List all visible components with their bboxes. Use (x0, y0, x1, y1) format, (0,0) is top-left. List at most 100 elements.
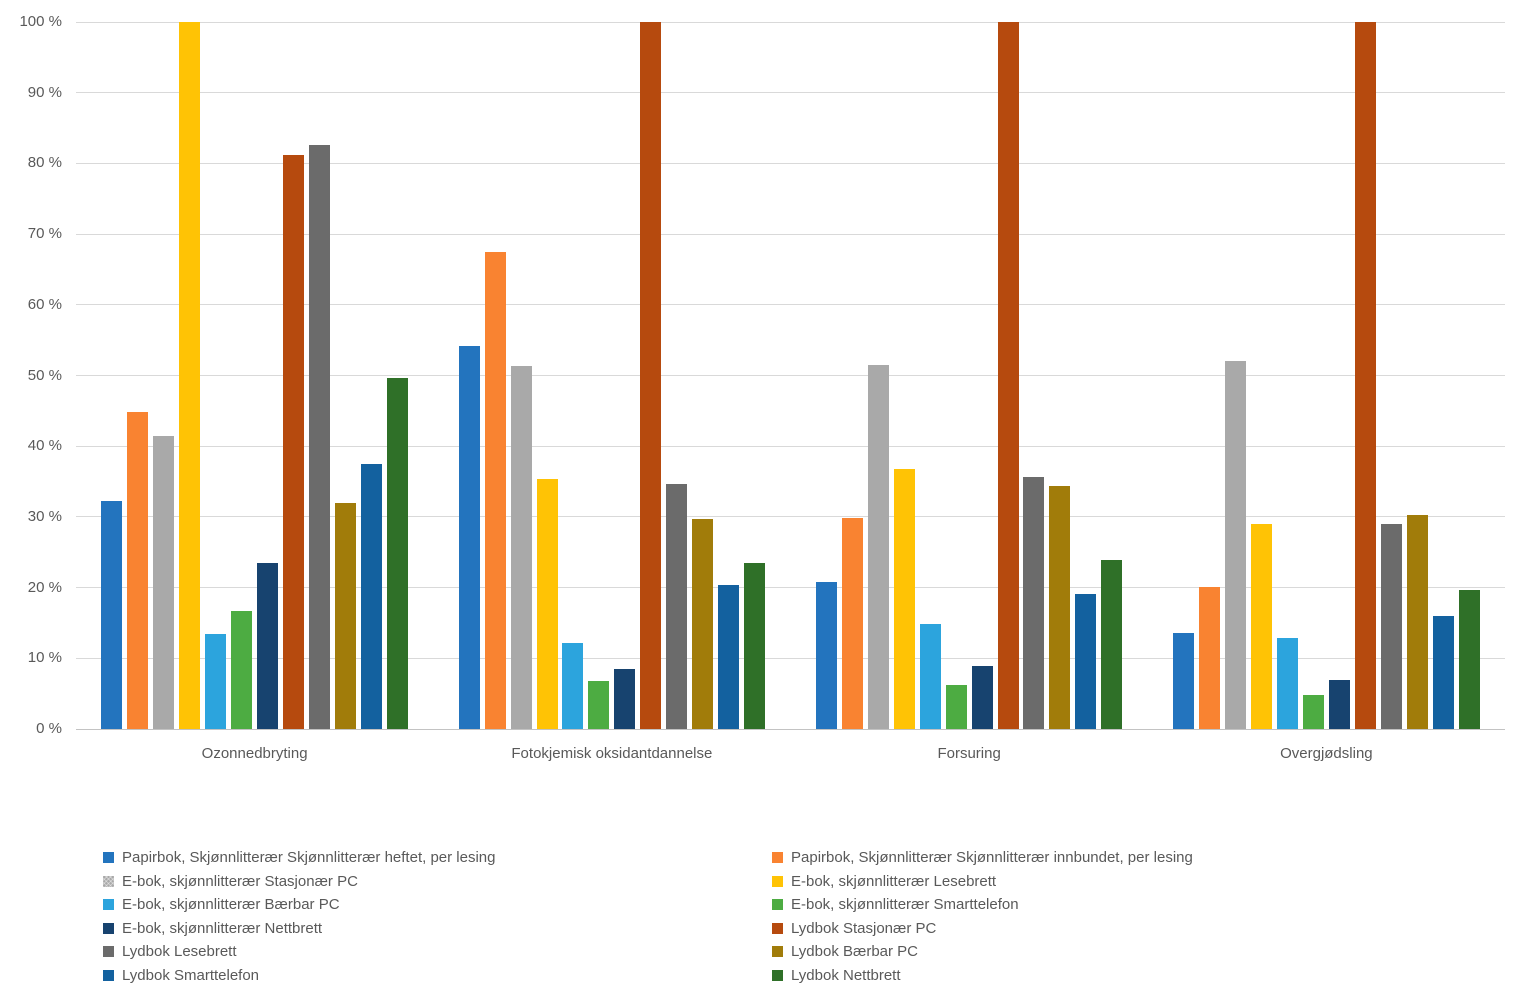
legend-swatch-icon (772, 899, 783, 911)
legend-item: Lydbok Smarttelefon (103, 964, 772, 988)
bar (815, 581, 837, 729)
bar (536, 479, 558, 729)
legend-item: Lydbok Bærbar PC (772, 940, 1423, 964)
bar (257, 562, 279, 729)
legend-swatch-icon (103, 946, 114, 958)
bar (1173, 632, 1195, 729)
bar (919, 624, 941, 729)
legend-swatch-icon (772, 875, 783, 887)
bar (386, 378, 408, 729)
legend-item: E-bok, skjønnlitterær Bærbar PC (103, 893, 772, 917)
bar (205, 633, 227, 729)
gridline (76, 233, 1505, 235)
gridline (76, 445, 1505, 447)
legend-item: Lydbok Stasjonær PC (772, 917, 1423, 941)
legend-item: Lydbok Lesebrett (103, 940, 772, 964)
legend-label: E-bok, skjønnlitterær Smarttelefon (791, 896, 1019, 914)
bar (179, 22, 201, 729)
legend-swatch-icon (103, 852, 114, 864)
gridline (76, 728, 1505, 730)
bar (841, 517, 863, 729)
bar (562, 643, 584, 729)
bar (1199, 586, 1221, 729)
legend-swatch-icon (772, 969, 783, 981)
legend-item: E-bok, skjønnlitterær Smarttelefon (772, 893, 1423, 917)
bar (971, 666, 993, 729)
legend-label: Lydbok Stasjonær PC (791, 919, 937, 937)
legend-swatch-icon (772, 922, 783, 934)
legend-item: Papirbok, Skjønnlitterær Skjønnlitterær … (772, 846, 1423, 870)
bar (1101, 560, 1123, 729)
bar (614, 668, 636, 729)
bar (283, 154, 305, 729)
bar (666, 484, 688, 729)
gridline (76, 304, 1505, 306)
bar (1302, 695, 1324, 729)
bar (1406, 514, 1428, 729)
bar (127, 411, 149, 729)
legend-swatch-icon (103, 899, 114, 911)
legend-item: E-bok, skjønnlitterær Nettbrett (103, 917, 772, 941)
bar (308, 145, 330, 729)
bar (588, 680, 610, 729)
legend-swatch-icon (103, 875, 114, 887)
y-axis-tick-label: 0 % (36, 720, 62, 737)
bar (1023, 477, 1045, 729)
bar (360, 463, 382, 729)
category-label: Ozonnedbryting (201, 745, 308, 762)
bar (1276, 637, 1298, 729)
legend-label: E-bok, skjønnlitterær Nettbrett (122, 919, 323, 937)
y-axis-tick-label: 40 % (27, 437, 62, 455)
gridline (76, 375, 1505, 376)
bar (334, 503, 356, 729)
bar (692, 519, 714, 729)
legend-label: Papirbok, Skjønnlitterær Skjønnlitterær … (791, 849, 1193, 867)
bar (640, 22, 662, 729)
gridline (76, 92, 1505, 94)
legend-label: E-bok, skjønnlitterær Bærbar PC (122, 896, 340, 914)
y-axis-tick-label: 30 % (27, 507, 62, 525)
legend-label: Lydbok Smarttelefon (122, 966, 260, 984)
legend-label: E-bok, skjønnlitterær Stasjonær PC (122, 872, 358, 890)
bar (718, 584, 740, 729)
gridline (76, 657, 1505, 659)
bar (893, 468, 915, 729)
bar (744, 562, 766, 729)
bar (1049, 485, 1071, 729)
gridline (76, 162, 1505, 164)
legend-label: Lydbok Bærbar PC (791, 943, 919, 961)
bar (101, 501, 123, 729)
bar (231, 610, 253, 729)
y-axis-tick-label: 80 % (27, 154, 62, 172)
bar (458, 345, 480, 729)
legend-label: Papirbok, Skjønnlitterær Skjønnlitterær … (122, 849, 496, 867)
bar (510, 365, 532, 729)
category-label: Overgjødsling (1280, 745, 1373, 762)
legend-swatch-icon (103, 922, 114, 934)
bar (1328, 679, 1350, 729)
gridline (76, 21, 1505, 23)
y-axis-tick-label: 50 % (27, 366, 62, 384)
bar (945, 685, 967, 729)
bar (1075, 593, 1097, 729)
legend-item: Lydbok Nettbrett (772, 964, 1423, 988)
y-axis-tick-label: 70 % (27, 225, 62, 243)
bar (1354, 22, 1376, 729)
legend-item: E-bok, skjønnlitterær Stasjonær PC (103, 870, 772, 894)
legend-label: Lydbok Nettbrett (791, 966, 901, 984)
bar (997, 22, 1019, 729)
legend-label: E-bok, skjønnlitterær Lesebrett (791, 872, 997, 890)
bar (867, 364, 889, 729)
category-label: Forsuring (937, 745, 1001, 762)
bar (1225, 361, 1247, 729)
legend-swatch-icon (772, 852, 783, 864)
bar (1380, 523, 1402, 729)
gridline (76, 587, 1505, 589)
bar (153, 436, 175, 729)
category-label: Fotokjemisk oksidantdannelse (511, 745, 713, 762)
legend: Papirbok, Skjønnlitterær Skjønnlitterær … (103, 846, 1423, 987)
gridline (76, 516, 1505, 518)
legend-swatch-icon (772, 946, 783, 958)
legend-label: Lydbok Lesebrett (122, 943, 237, 961)
